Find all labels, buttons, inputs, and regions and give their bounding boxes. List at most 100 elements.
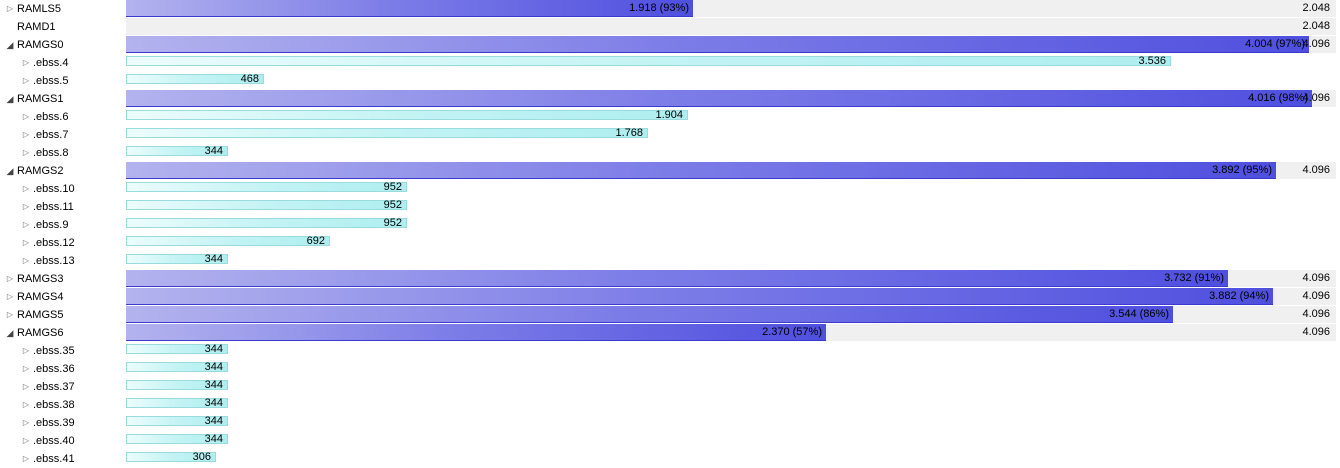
collapse-arrow-icon[interactable]: ◢ — [6, 40, 14, 50]
row-label: .ebss.11 — [33, 201, 74, 213]
usage-bar: 2.370 (57%) — [126, 324, 826, 341]
expand-arrow-icon[interactable]: ▷ — [22, 454, 30, 463]
tree-row-section[interactable]: ◢ RAMGS6 2.370 (57%) 4.096 — [0, 324, 1340, 342]
usage-value: 344 — [204, 415, 223, 427]
tree-row-item[interactable]: ▷ .ebss.13 344 — [0, 252, 1340, 270]
tree-row-item[interactable]: ▷ .ebss.39 344 — [0, 414, 1340, 432]
row-label: .ebss.37 — [33, 381, 75, 393]
expand-arrow-icon[interactable]: ▷ — [22, 130, 30, 139]
expand-arrow-icon[interactable]: ▷ — [22, 400, 30, 409]
tree-row-item[interactable]: ▷ .ebss.37 344 — [0, 378, 1340, 396]
expand-arrow-icon[interactable]: ▷ — [22, 364, 30, 373]
usage-bar: 4.004 (97%) — [126, 36, 1309, 53]
expand-arrow-icon[interactable]: ▷ — [22, 112, 30, 121]
usage-bar: 3.892 (95%) — [126, 162, 1276, 179]
row-label: .ebss.9 — [33, 219, 69, 231]
expand-arrow-icon[interactable]: ▷ — [22, 220, 30, 229]
usage-value: 344 — [204, 343, 223, 355]
row-label: .ebss.10 — [33, 183, 75, 195]
usage-value: 344 — [204, 145, 223, 157]
usage-bar: 344 — [126, 397, 228, 409]
capacity-total: 4.096 — [1302, 38, 1330, 50]
expand-arrow-icon[interactable]: ▷ — [6, 274, 14, 283]
usage-bar: 344 — [126, 361, 228, 373]
expand-arrow-icon[interactable]: ▷ — [22, 58, 30, 67]
expand-arrow-icon[interactable]: ▷ — [22, 256, 30, 265]
collapse-arrow-icon[interactable]: ◢ — [6, 328, 14, 338]
usage-value: 344 — [204, 361, 223, 373]
row-label: .ebss.6 — [33, 111, 69, 123]
row-label: .ebss.39 — [33, 417, 75, 429]
capacity-total: 4.096 — [1302, 164, 1330, 176]
usage-value: 952 — [383, 181, 402, 193]
usage-bar: 952 — [126, 199, 407, 211]
row-label: RAMGS4 — [17, 291, 64, 303]
row-label: .ebss.8 — [33, 147, 69, 159]
tree-row-item[interactable]: ▷ .ebss.38 344 — [0, 396, 1340, 414]
expand-arrow-icon[interactable]: ▷ — [22, 148, 30, 157]
tree-row-item[interactable]: ▷ .ebss.36 344 — [0, 360, 1340, 378]
row-label: RAMGS1 — [17, 93, 64, 105]
expand-arrow-icon[interactable]: ▷ — [22, 76, 30, 85]
tree-row-item[interactable]: ▷ .ebss.7 1.768 — [0, 126, 1340, 144]
tree-row-item[interactable]: ▷ .ebss.10 952 — [0, 180, 1340, 198]
collapse-arrow-icon[interactable]: ◢ — [6, 94, 14, 104]
tree-row-item[interactable]: ▷ .ebss.40 344 — [0, 432, 1340, 450]
expand-arrow-icon[interactable]: ▷ — [6, 292, 14, 301]
row-label: .ebss.12 — [33, 237, 75, 249]
tree-row-section[interactable]: ▷ RAMLS5 1.918 (93%) 2.048 — [0, 0, 1340, 18]
tree-row-section[interactable]: ◢ RAMGS2 3.892 (95%) 4.096 — [0, 162, 1340, 180]
usage-bar: 952 — [126, 217, 407, 229]
usage-bar: 3.732 (91%) — [126, 270, 1228, 287]
usage-bar: 3.544 (86%) — [126, 306, 1173, 323]
expand-arrow-icon[interactable]: ▷ — [22, 346, 30, 355]
row-label: .ebss.7 — [33, 129, 69, 141]
tree-row-item[interactable]: ▷ .ebss.12 692 — [0, 234, 1340, 252]
usage-value: 3.732 (91%) — [1164, 272, 1224, 284]
tree-row-item[interactable]: ▷ .ebss.9 952 — [0, 216, 1340, 234]
capacity-total: 4.096 — [1302, 290, 1330, 302]
capacity-total: 4.096 — [1302, 326, 1330, 338]
tree-row-item[interactable]: ▷ .ebss.41 306 — [0, 450, 1340, 468]
usage-bar: 3.536 — [126, 55, 1171, 67]
usage-bar: 344 — [126, 379, 228, 391]
expand-arrow-icon[interactable]: ▷ — [22, 202, 30, 211]
tree-row-item[interactable]: ▷ .ebss.35 344 — [0, 342, 1340, 360]
usage-bar: 344 — [126, 433, 228, 445]
tree-row-item[interactable]: ▷ .ebss.11 952 — [0, 198, 1340, 216]
tree-row-section[interactable]: ◢ RAMGS1 4.016 (98%) 4.096 — [0, 90, 1340, 108]
usage-value: 1.918 (93%) — [629, 2, 689, 14]
tree-row-item[interactable]: ▷ .ebss.4 3.536 — [0, 54, 1340, 72]
expand-arrow-icon[interactable]: ▷ — [6, 4, 14, 13]
usage-value: 468 — [240, 73, 259, 85]
expand-arrow-icon[interactable]: ▷ — [22, 382, 30, 391]
row-label: .ebss.4 — [33, 57, 69, 69]
usage-bar: 1.904 — [126, 109, 688, 121]
expand-arrow-icon[interactable]: ▷ — [22, 436, 30, 445]
usage-bar: 306 — [126, 451, 216, 463]
expand-arrow-icon[interactable]: ▷ — [22, 238, 30, 247]
tree-row-section[interactable]: ▷ RAMGS4 3.882 (94%) 4.096 — [0, 288, 1340, 306]
expand-arrow-icon[interactable]: ▷ — [22, 184, 30, 193]
row-label: RAMGS2 — [17, 165, 64, 177]
expand-arrow-icon[interactable]: ▷ — [22, 418, 30, 427]
tree-row-section[interactable]: RAMD1 2.048 — [0, 18, 1340, 36]
tree-row-section[interactable]: ▷ RAMGS5 3.544 (86%) 4.096 — [0, 306, 1340, 324]
tree-row-section[interactable]: ▷ RAMGS3 3.732 (91%) 4.096 — [0, 270, 1340, 288]
tree-row-item[interactable]: ▷ .ebss.5 468 — [0, 72, 1340, 90]
tree-row-section[interactable]: ◢ RAMGS0 4.004 (97%) 4.096 — [0, 36, 1340, 54]
tree-row-item[interactable]: ▷ .ebss.6 1.904 — [0, 108, 1340, 126]
row-label: RAMD1 — [17, 21, 56, 33]
usage-value: 952 — [383, 217, 402, 229]
collapse-arrow-icon[interactable]: ◢ — [6, 166, 14, 176]
usage-value: 4.004 (97%) — [1245, 38, 1305, 50]
row-label: .ebss.5 — [33, 75, 69, 87]
capacity-total: 2.048 — [1302, 20, 1330, 32]
capacity-total: 4.096 — [1302, 308, 1330, 320]
usage-value: 4.016 (98%) — [1248, 92, 1308, 104]
usage-value: 3.892 (95%) — [1212, 164, 1272, 176]
tree-row-item[interactable]: ▷ .ebss.8 344 — [0, 144, 1340, 162]
expand-arrow-icon[interactable]: ▷ — [6, 310, 14, 319]
usage-bar: 952 — [126, 181, 407, 193]
